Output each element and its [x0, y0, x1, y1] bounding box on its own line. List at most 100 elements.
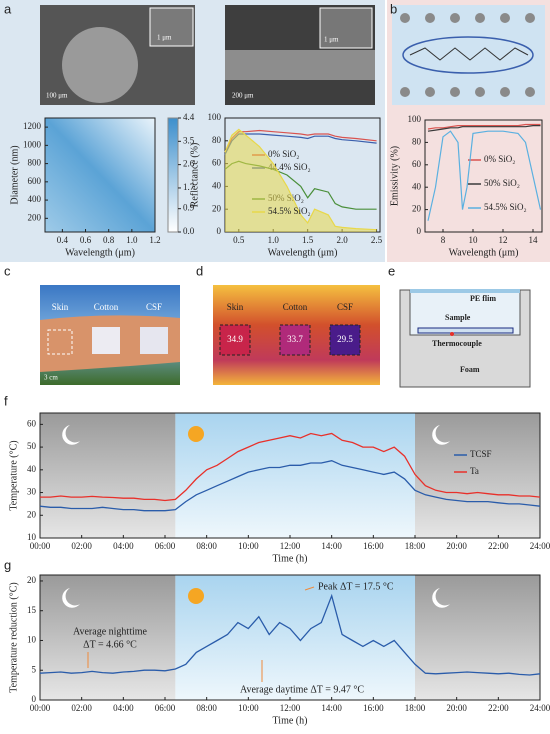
- y-axis-title: Diameter (nm): [9, 145, 20, 204]
- panel-label: g: [4, 557, 11, 572]
- x-tick-label: 00:00: [30, 541, 51, 551]
- series-line: [39, 460, 541, 512]
- y-tick-label: 400: [28, 194, 42, 204]
- x-tick-label: 00:00: [30, 703, 51, 713]
- x-tick-label: 08:00: [196, 703, 217, 713]
- x-tick-label: 10: [469, 235, 479, 245]
- colorbar-tick-label: 3.5: [183, 135, 195, 145]
- scale-bar-label: 200 μm: [232, 92, 254, 100]
- thermal-temp: 33.7: [287, 334, 303, 344]
- y-tick-label: 40: [27, 464, 37, 474]
- night-shade: [40, 575, 176, 700]
- scale-bar-label: 100 μm: [46, 92, 68, 100]
- x-tick-label: 04:00: [113, 541, 134, 551]
- fiber-cross-section: [62, 27, 138, 103]
- x-tick-label: 2.0: [336, 235, 348, 245]
- legend-label: TCSF: [470, 449, 492, 459]
- series-line: [39, 593, 541, 676]
- scale-bar-label: 1 μm: [324, 36, 339, 44]
- legend-label: 0% SiO₂: [268, 149, 299, 159]
- y-tick-label: 10: [27, 532, 37, 542]
- y-tick-label: 80: [412, 136, 422, 146]
- x-tick-label: 06:00: [155, 541, 176, 551]
- x-tick-label: 0.8: [103, 235, 115, 245]
- y-tick-label: 0: [32, 694, 37, 704]
- y-tick-label: 100: [208, 112, 222, 122]
- photo-label: Skin: [52, 302, 69, 312]
- y-tick-label: 50: [27, 441, 37, 451]
- y-tick-label: 20: [27, 509, 37, 519]
- legend-label: Ta: [470, 466, 479, 476]
- y-tick-label: 30: [27, 487, 37, 497]
- cotton-area: [279, 324, 311, 356]
- panel-label: e: [388, 263, 395, 278]
- x-tick-label: 06:00: [155, 703, 176, 713]
- x-tick-label: 02:00: [71, 541, 92, 551]
- chain: [409, 47, 529, 61]
- y-tick-label: 60: [212, 158, 222, 168]
- day-shade: [175, 413, 415, 538]
- x-tick-label: 1.0: [268, 235, 280, 245]
- legend-label: 50% SiO₂: [484, 178, 520, 188]
- heatmap: [45, 118, 155, 232]
- annotation: Average nighttime: [73, 626, 148, 637]
- night-shade: [415, 575, 540, 700]
- fiber-outline: [402, 36, 534, 74]
- x-tick-label: 08:00: [196, 541, 217, 551]
- x-tick-label: 1.5: [302, 235, 314, 245]
- x-tick-label: 1.0: [126, 235, 138, 245]
- x-tick-label: 2.5: [371, 235, 383, 245]
- thermal-temp: 29.5: [337, 334, 353, 344]
- series-line: [427, 125, 541, 132]
- x-tick-label: 12:00: [280, 703, 301, 713]
- colorbar-tick-label: 2.6: [183, 159, 195, 169]
- x-tick-label: 12: [499, 235, 508, 245]
- x-tick-label: 10:00: [238, 703, 259, 713]
- y-tick-label: 40: [212, 180, 222, 190]
- x-tick-label: 10:00: [238, 541, 259, 551]
- x-tick-label: 20:00: [446, 703, 467, 713]
- y-tick-label: 15: [27, 605, 37, 615]
- x-axis-title: Wavelength (μm): [268, 247, 338, 258]
- day-shade: [175, 575, 415, 700]
- x-tick-label: 20:00: [446, 541, 467, 551]
- photo-scale: 3 cm: [44, 374, 58, 382]
- series-line: [224, 128, 377, 231]
- y-tick-label: 80: [212, 135, 222, 145]
- csf-area: [329, 324, 361, 356]
- legend-label: 54.5% SiO₂: [484, 202, 527, 212]
- legend-label: 0% SiO₂: [484, 154, 515, 164]
- panel-label: b: [390, 1, 397, 16]
- x-axis-title: Wavelength (μm): [65, 247, 135, 258]
- skin-area: [219, 324, 251, 356]
- panel-label: a: [4, 1, 12, 16]
- x-tick-label: 02:00: [71, 703, 92, 713]
- x-tick-label: 0.5: [233, 235, 245, 245]
- plot-frame: [39, 412, 541, 539]
- x-tick-label: 24:00: [530, 703, 550, 713]
- photo-label: CSF: [146, 302, 162, 312]
- y-tick-label: 800: [28, 158, 42, 168]
- thermal-label: CSF: [337, 302, 353, 312]
- y-tick-label: 200: [28, 212, 42, 222]
- y-axis-title: Temperature (°C): [8, 440, 19, 510]
- x-axis-title: Time (h): [273, 715, 308, 726]
- icons: [62, 425, 450, 608]
- photo-label: Cotton: [94, 302, 119, 312]
- annotation-arrow: [304, 586, 315, 591]
- colorbar-tick-label: 4.4: [183, 112, 195, 122]
- y-tick-label: 100: [408, 114, 422, 124]
- y-tick-label: 20: [412, 204, 422, 214]
- y-tick-label: 60: [27, 418, 37, 428]
- y-tick-label: 20: [27, 575, 37, 585]
- setup-label: PE flim: [470, 294, 496, 303]
- colorbar-tick-label: 1.7: [183, 182, 195, 192]
- sample: [417, 327, 514, 334]
- thermal-temp: 34.9: [227, 334, 243, 344]
- y-tick-label: 5: [32, 664, 37, 674]
- legend-label: 44.4% SiO₂: [268, 162, 311, 172]
- panel-label: d: [196, 263, 203, 278]
- x-axis-title: Time (h): [273, 553, 308, 564]
- pe-film: [410, 289, 520, 293]
